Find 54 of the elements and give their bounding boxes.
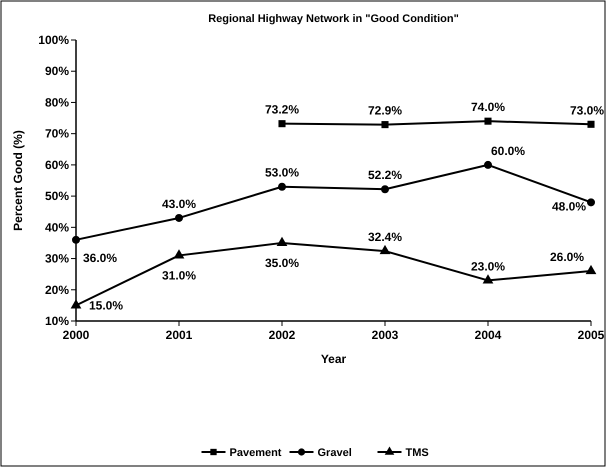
point (587, 120, 595, 128)
point (380, 244, 390, 254)
x-tick-label: 2003 (372, 328, 399, 342)
y-tick-label: 70% (44, 126, 70, 141)
point (174, 249, 184, 259)
x-tick-label: 2004 (474, 328, 502, 342)
x-axis-title: Year (320, 352, 347, 366)
data-label: 35.0% (264, 256, 300, 270)
y-tick-label: 30% (44, 252, 70, 266)
y-tick-label: 40% (44, 220, 70, 234)
y-tick-label: 20% (44, 282, 70, 297)
legend-label: TMS (406, 447, 429, 459)
point (587, 198, 595, 206)
point (278, 182, 286, 191)
data-label: 23.0% (470, 259, 506, 274)
point (381, 185, 389, 194)
x-tick-label: 2005 (578, 328, 605, 342)
point (276, 236, 288, 246)
point (484, 160, 492, 169)
data-label: 73.0% (570, 103, 604, 118)
y-tick-label: 80% (44, 95, 70, 110)
data-label: 15.0% (88, 298, 124, 312)
legend-label: Pavement (230, 447, 282, 459)
x-tick-label: 2000 (62, 328, 90, 342)
y-tick-label: 100% (38, 33, 70, 47)
point (381, 121, 389, 128)
data-label: 36.0% (82, 250, 118, 265)
point (278, 120, 286, 128)
y-tick-label: 90% (44, 64, 70, 78)
point (484, 118, 492, 125)
x-tick-label: 2002 (268, 328, 296, 342)
y-tick-label: 60% (44, 158, 70, 172)
x-tick-label: 2001 (166, 328, 193, 342)
data-label: 48.0% (552, 199, 586, 214)
point (72, 236, 80, 244)
data-label: 43.0% (162, 196, 196, 211)
point (175, 214, 183, 222)
data-label: 32.4% (368, 230, 402, 244)
data-label: 73.2% (264, 102, 300, 117)
data-label: 52.2% (368, 168, 402, 182)
data-label: 53.0% (264, 166, 300, 180)
y-tick-label: 10% (44, 314, 70, 328)
point (70, 299, 82, 308)
y-tick-label: 50% (44, 189, 70, 204)
data-label: 31.0% (162, 268, 196, 282)
point (586, 264, 596, 274)
point (482, 274, 494, 284)
y-axis-title: Percent Good (%) (11, 130, 25, 231)
legend-label: Gravel (318, 447, 352, 459)
data-label: 26.0% (550, 250, 584, 264)
data-label: 60.0% (490, 144, 526, 158)
data-label: 72.9% (368, 104, 402, 118)
data-label: 74.0% (470, 100, 506, 114)
chart-title: Regional Highway Network in "Good Condition" (208, 13, 459, 25)
